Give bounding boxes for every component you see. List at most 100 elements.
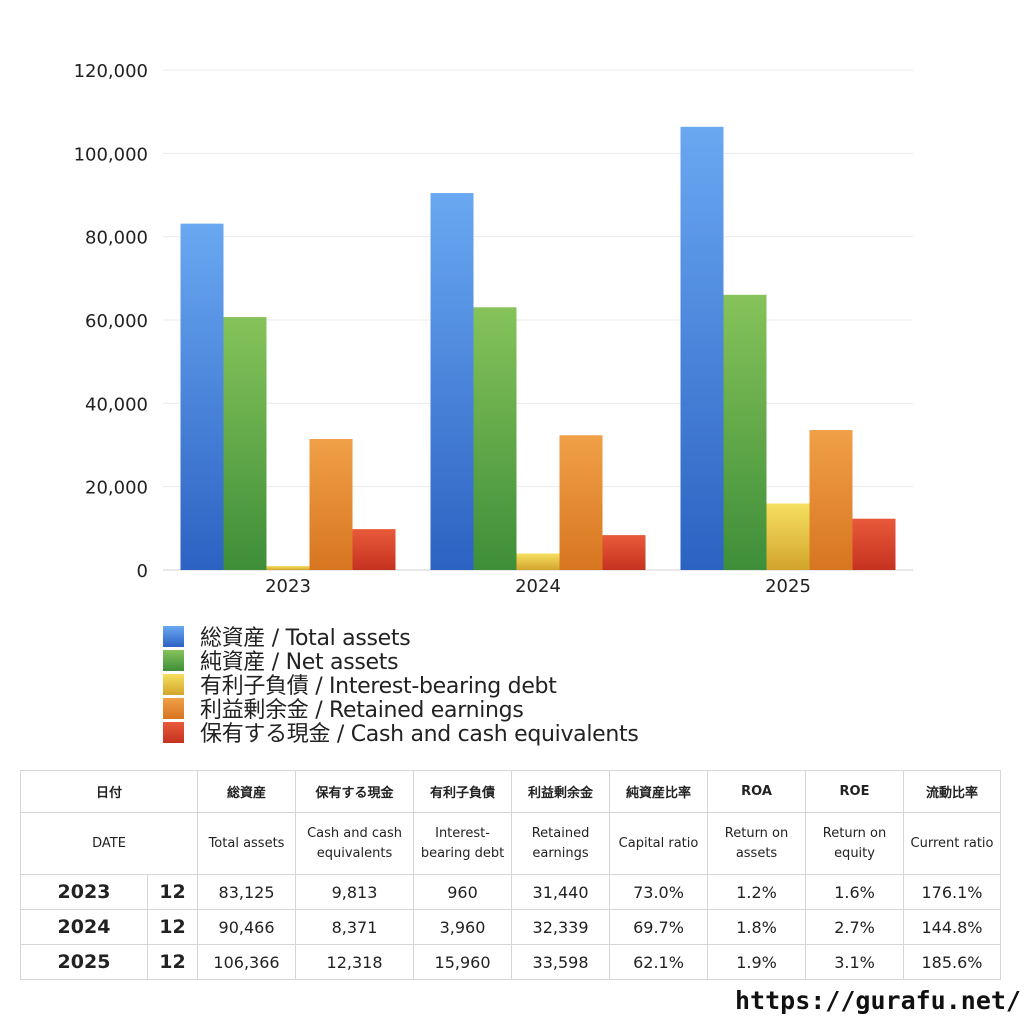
table-header-jp: 日付 総資産 保有する現金 有利子負債 利益剰余金 純資産比率 ROA ROE … <box>19 770 1002 813</box>
cell-capital-ratio: 73.0% <box>609 874 709 910</box>
y-tick-label: 0 <box>137 561 148 582</box>
cell-retained: 33,598 <box>511 944 611 980</box>
bars <box>180 126 896 571</box>
y-tick-label: 120,000 <box>74 61 148 82</box>
table-row: 2024 12 90,466 8,371 3,960 32,339 69.7% … <box>20 909 1002 945</box>
bar <box>516 553 560 570</box>
table-row: 2023 12 83,125 9,813 960 31,440 73.0% 1.… <box>20 874 1002 910</box>
cell-debt: 15,960 <box>413 944 513 980</box>
legend-label-cash: 保有する現金 / Cash and cash equivalents <box>200 722 639 747</box>
row-month: 12 <box>146 944 199 980</box>
legend-item: 有利子負債 / Interest-bearing debt <box>163 672 639 699</box>
header-debt-jp: 有利子負債 <box>413 770 513 813</box>
cell-retained: 32,339 <box>511 909 611 945</box>
x-tick-label: 2023 <box>265 576 311 597</box>
row-month: 12 <box>146 874 199 910</box>
header-total-assets-en: Total assets <box>197 812 297 875</box>
cell-roa: 1.2% <box>707 874 807 910</box>
cell-total-assets: 106,366 <box>197 944 297 980</box>
header-roe-jp: ROE <box>805 770 905 813</box>
x-axis: 2023 2024 2025 <box>265 576 811 597</box>
y-tick-label: 60,000 <box>85 311 148 332</box>
cell-retained: 31,440 <box>511 874 611 910</box>
cell-total-assets: 90,466 <box>197 909 297 945</box>
cell-capital-ratio: 69.7% <box>609 909 709 945</box>
cell-cash: 9,813 <box>295 874 415 910</box>
bar <box>180 223 224 571</box>
legend-label-interest-bearing-debt: 有利子負債 / Interest-bearing debt <box>200 674 557 699</box>
legend-swatch-interest-bearing-debt <box>163 673 184 695</box>
cell-roe: 1.6% <box>805 874 905 910</box>
cell-roe: 2.7% <box>805 909 905 945</box>
header-retained-en: Retained earnings <box>511 812 611 875</box>
legend-label-retained-earnings: 利益剰余金 / Retained earnings <box>200 698 524 723</box>
legend-swatch-net-assets <box>163 649 184 671</box>
row-month: 12 <box>146 909 199 945</box>
header-debt-en: Interest-bearing debt <box>413 812 513 875</box>
row-year: 2025 <box>20 944 148 980</box>
bar <box>266 566 310 570</box>
bar <box>680 126 724 570</box>
bar <box>723 294 767 570</box>
financial-table: 日付 総資産 保有する現金 有利子負債 利益剰余金 純資産比率 ROA ROE … <box>19 770 1002 980</box>
footer-url: https://gurafu.net/ <box>735 986 1021 1015</box>
bar <box>473 307 517 570</box>
cell-current-ratio: 185.6% <box>903 944 1002 980</box>
bar <box>809 430 853 570</box>
cell-current-ratio: 144.8% <box>903 909 1002 945</box>
header-roa-jp: ROA <box>707 770 807 813</box>
header-cash-jp: 保有する現金 <box>295 770 415 813</box>
legend-item: 保有する現金 / Cash and cash equivalents <box>163 720 639 747</box>
bar <box>352 529 396 570</box>
header-roe-en: Return on equity <box>805 812 905 875</box>
header-capital-ratio-jp: 純資産比率 <box>609 770 709 813</box>
bar-chart: 020,00040,00060,00080,000100,000120,000 … <box>74 61 913 597</box>
bar <box>766 503 810 570</box>
cell-cash: 12,318 <box>295 944 415 980</box>
legend-label-total-assets: 総資産 / Total assets <box>200 626 411 651</box>
legend-label-net-assets: 純資産 / Net assets <box>200 650 399 675</box>
bar <box>602 535 646 570</box>
cell-current-ratio: 176.1% <box>903 874 1002 910</box>
cell-debt: 3,960 <box>413 909 513 945</box>
bar <box>559 435 603 570</box>
cell-roa: 1.8% <box>707 909 807 945</box>
legend-item: 純資産 / Net assets <box>163 648 639 675</box>
cell-total-assets: 83,125 <box>197 874 297 910</box>
table-header-en: DATE Total assets Cash and cash equivale… <box>19 812 1002 875</box>
row-year: 2023 <box>20 874 148 910</box>
cell-roe: 3.1% <box>805 944 905 980</box>
grid-lines <box>163 69 913 571</box>
x-tick-label: 2024 <box>515 576 561 597</box>
x-tick-label: 2025 <box>765 576 811 597</box>
header-current-ratio-jp: 流動比率 <box>903 770 1002 813</box>
bar <box>223 317 267 570</box>
header-current-ratio-en: Current ratio <box>903 812 1002 875</box>
header-total-assets-jp: 総資産 <box>197 770 297 813</box>
header-retained-jp: 利益剰余金 <box>511 770 611 813</box>
bar <box>852 518 896 570</box>
row-year: 2024 <box>20 909 148 945</box>
cell-debt: 960 <box>413 874 513 910</box>
legend-item: 総資産 / Total assets <box>163 624 639 651</box>
cell-capital-ratio: 62.1% <box>609 944 709 980</box>
y-tick-label: 100,000 <box>74 144 148 165</box>
header-date-en: DATE <box>19 812 199 875</box>
table-row: 2025 12 106,366 12,318 15,960 33,598 62.… <box>20 944 1002 980</box>
legend: 総資産 / Total assets 純資産 / Net assets 有利子負… <box>163 624 639 747</box>
header-capital-ratio-en: Capital ratio <box>609 812 709 875</box>
cell-cash: 8,371 <box>295 909 415 945</box>
legend-swatch-retained-earnings <box>163 697 184 719</box>
legend-item: 利益剰余金 / Retained earnings <box>163 696 639 723</box>
header-roa-en: Return on assets <box>707 812 807 875</box>
y-tick-label: 40,000 <box>85 394 148 415</box>
legend-swatch-total-assets <box>163 625 184 647</box>
bar <box>430 193 474 570</box>
bar <box>309 439 353 570</box>
y-tick-label: 80,000 <box>85 228 148 249</box>
header-date-jp: 日付 <box>19 770 199 813</box>
y-tick-label: 20,000 <box>85 478 148 499</box>
legend-swatch-cash <box>163 721 184 743</box>
cell-roa: 1.9% <box>707 944 807 980</box>
header-cash-en: Cash and cash equivalents <box>295 812 415 875</box>
